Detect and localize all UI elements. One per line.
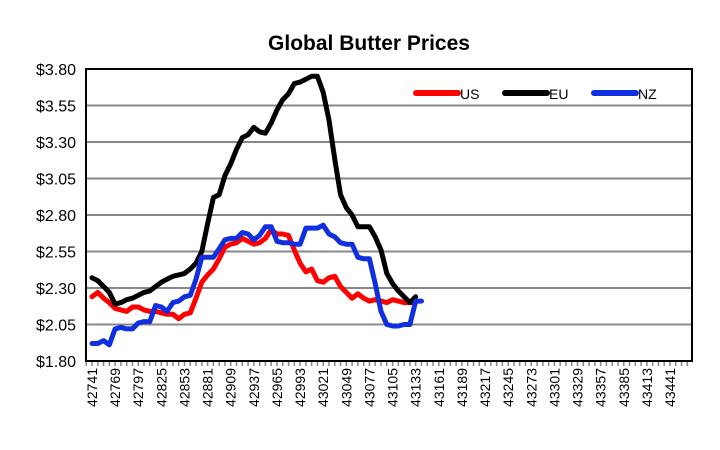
- series-line-us: [89, 227, 419, 322]
- y-tick-label: $2.55: [36, 245, 76, 262]
- x-tick-label: 43021: [315, 368, 331, 407]
- x-tick-label: 43301: [546, 368, 562, 407]
- x-tick-label: 43105: [385, 368, 401, 407]
- plot-area-border: [85, 68, 693, 362]
- x-tick-label: 43441: [662, 368, 678, 407]
- x-tick-label: 42881: [200, 368, 216, 407]
- y-tick-label: $2.80: [36, 208, 76, 225]
- x-tick-label: 43049: [338, 368, 354, 407]
- gridlines: [85, 69, 692, 366]
- x-tick-label: 43245: [500, 368, 516, 407]
- x-tick-label: 43189: [454, 368, 470, 407]
- x-tick-label: 43385: [616, 368, 632, 407]
- y-tick-label: $3.30: [36, 135, 76, 152]
- y-tick-label: $2.05: [36, 318, 76, 335]
- x-tick-label: 42825: [153, 368, 169, 407]
- x-tick-label: 42741: [84, 368, 100, 407]
- x-tick-label: 42909: [223, 368, 239, 407]
- x-tick-label: 42937: [246, 368, 262, 407]
- x-tick-label: 43077: [361, 368, 377, 407]
- y-tick-label: $3.80: [36, 62, 76, 79]
- x-tick-label: 43329: [570, 368, 586, 407]
- y-tick-label: $2.30: [36, 281, 76, 298]
- y-axis-tick-labels: $1.80 $2.05 $2.30 $2.55 $2.80 $3.05 $3.30 $3.55…: [36, 62, 76, 371]
- x-tick-label: 42993: [292, 368, 308, 407]
- y-tick-label: $3.55: [36, 99, 76, 116]
- series-line-nz: [89, 222, 424, 348]
- x-tick-label: 43161: [431, 368, 447, 407]
- x-tick-label: 43273: [523, 368, 539, 407]
- x-tick-label: 42853: [176, 368, 192, 407]
- x-tick-label: 42797: [130, 368, 146, 407]
- x-tick-label: 43133: [408, 368, 424, 407]
- legend-item-us: US: [413, 86, 479, 102]
- legend-label: US: [460, 86, 479, 102]
- x-tick-label: 43357: [593, 368, 609, 407]
- legend-item-nz: NZ: [591, 86, 657, 102]
- x-tick-label: 42965: [269, 368, 285, 407]
- y-tick-label: $3.05: [36, 172, 76, 189]
- chart-title: Global Butter Prices: [268, 32, 470, 55]
- x-tick-label: 43413: [639, 368, 655, 407]
- legend-label: EU: [549, 86, 568, 102]
- y-tick-label: $1.80: [36, 354, 76, 371]
- series-lines: [89, 73, 424, 348]
- series-line-eu: [89, 73, 419, 307]
- legend-item-eu: EU: [502, 86, 568, 102]
- x-tick-label: 43217: [477, 368, 493, 407]
- x-tick-label: 42769: [107, 368, 123, 407]
- legend-label: NZ: [638, 86, 657, 102]
- legend: US EU NZ: [413, 86, 657, 102]
- x-axis-tick-labels: 42741 42769 42797 42825 42853 42881 42909 42937…: [84, 368, 678, 407]
